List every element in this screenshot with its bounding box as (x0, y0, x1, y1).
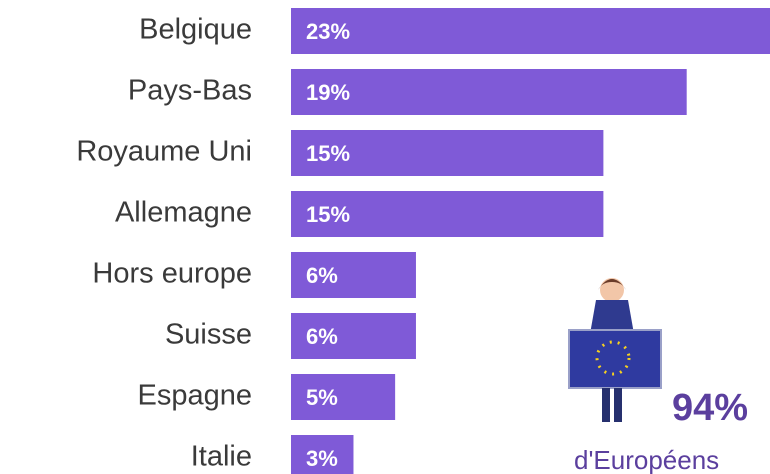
data-label: 23% (306, 19, 350, 44)
data-label: 6% (306, 263, 338, 288)
category-label: Royaume Uni (76, 136, 252, 168)
category-label: Pays-Bas (128, 75, 252, 107)
bar (291, 8, 770, 54)
illustration (568, 278, 662, 422)
category-label: Suisse (165, 319, 252, 351)
data-label: 6% (306, 324, 338, 349)
category-label: Allemagne (115, 197, 252, 229)
category-label: Italie (191, 441, 252, 473)
data-label: 19% (306, 80, 350, 105)
bar (291, 374, 396, 420)
category-label: Espagne (138, 380, 253, 412)
bar (291, 252, 416, 298)
annotation-value: 94% (672, 387, 748, 429)
category-label: Hors europe (92, 258, 252, 290)
bar (291, 435, 354, 474)
bar (291, 313, 416, 359)
data-label: 5% (306, 385, 338, 410)
data-label: 15% (306, 202, 350, 227)
annotation-text: d'Européens (574, 445, 719, 474)
bar (291, 191, 604, 237)
data-label: 3% (306, 446, 338, 471)
bar (291, 69, 687, 115)
category-label: Belgique (139, 14, 252, 46)
data-label: 15% (306, 141, 350, 166)
bar (291, 130, 604, 176)
